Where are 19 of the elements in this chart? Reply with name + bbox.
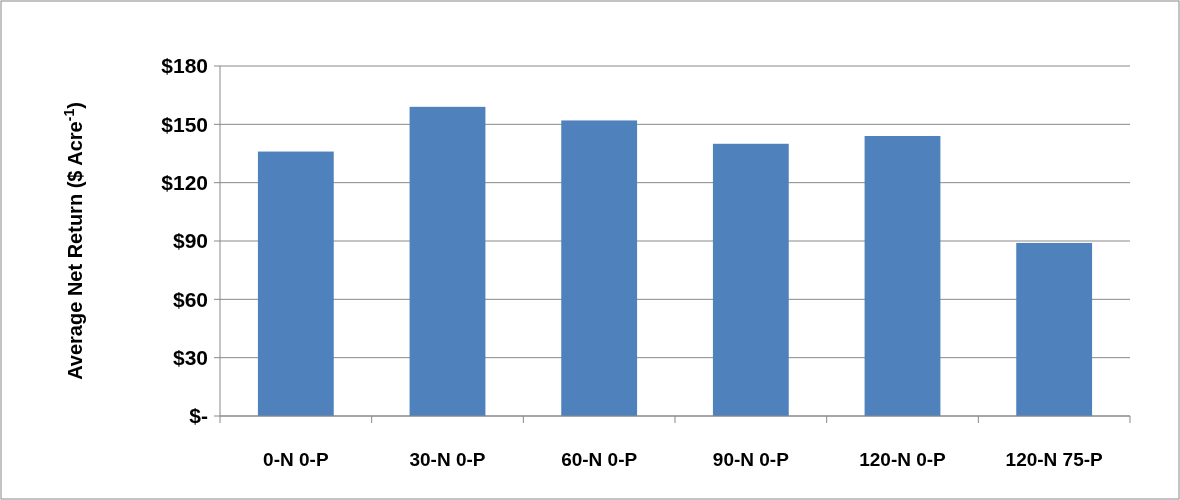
bar: [561, 120, 638, 416]
y-tick-label: $90: [172, 229, 208, 253]
bar: [712, 143, 789, 416]
x-tick-label: 120-N 75-P: [1005, 449, 1104, 470]
y-tick-label: $150: [161, 112, 208, 136]
bar: [409, 106, 486, 416]
y-tick-label: $60: [172, 287, 208, 311]
x-tick-label: 120-N 0-P: [859, 449, 947, 470]
y-tick-label: $180: [161, 54, 208, 78]
bar: [257, 151, 334, 416]
bar: [864, 136, 941, 416]
x-tick-label: 0-N 0-P: [263, 449, 329, 470]
y-tick-label: $30: [172, 346, 208, 370]
x-tick-label: 60-N 0-P: [561, 449, 638, 470]
bar: [1016, 242, 1093, 416]
x-tick-label: 90-N 0-P: [712, 449, 790, 470]
x-tick-label: 30-N 0-P: [409, 449, 486, 470]
y-tick-label: $120: [161, 171, 208, 195]
y-tick-label: $-: [189, 404, 208, 428]
